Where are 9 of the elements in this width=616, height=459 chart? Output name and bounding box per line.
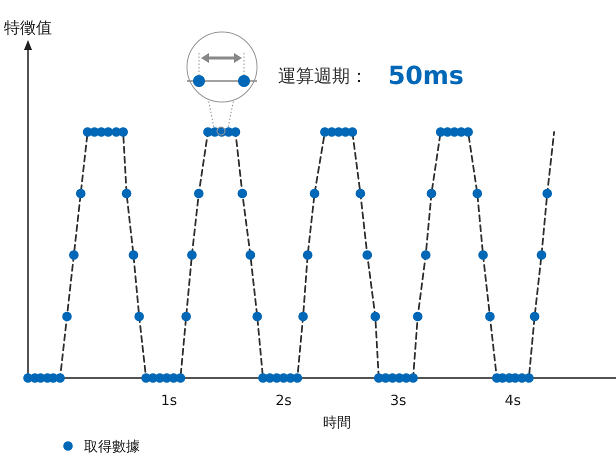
x-tick-label: 2s xyxy=(276,393,292,409)
text: 特徵值 xyxy=(4,18,52,37)
x-axis-title: 時間 xyxy=(323,415,351,431)
x-tick-label: 4s xyxy=(504,393,521,409)
text: 50ms xyxy=(388,61,464,90)
legend-label: 取得數據 xyxy=(84,439,140,455)
x-tick-label: 3s xyxy=(390,393,406,409)
x-tick-label: 1s xyxy=(160,393,178,409)
text: 運算週期： xyxy=(278,66,368,87)
